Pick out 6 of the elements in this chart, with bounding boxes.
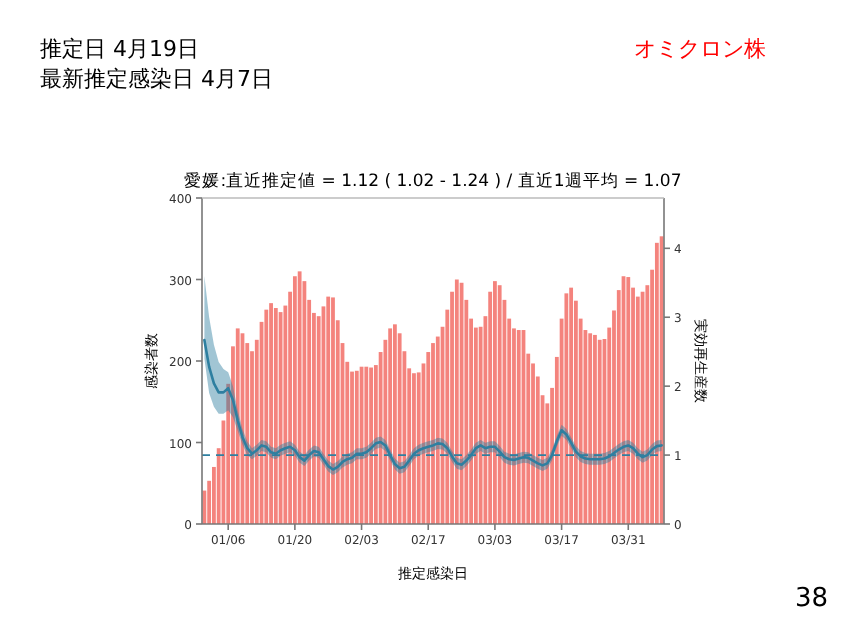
text: オミクロン株 [634,36,766,62]
text: 38 [794,584,828,614]
text: 推定日 4月19日 [40,36,199,62]
text: 最新推定感染日 4月7日 [40,66,273,92]
chart-title: 愛媛:直近推定値 = 1.12 ( 1.02 - 1.24 ) / 直近1週平均 = 1.07 [184,170,682,192]
line-series [203,338,663,471]
